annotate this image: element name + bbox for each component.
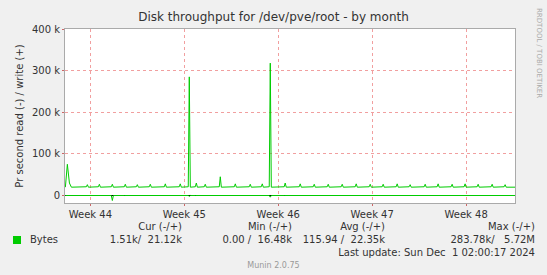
html-text:RRDTOOL / TOBI OETIKER: RRDTOOL / TOBI OETIKER — [535, 8, 543, 99]
html-text:Cur (-/+): Cur (-/+) — [138, 221, 182, 232]
svg-text:Pr second read (-) / write (+): Pr second read (-) / write (+) — [14, 44, 25, 187]
svg-text:100 k: 100 k — [32, 148, 60, 159]
html-text:Avg (-/+): Avg (-/+) — [340, 221, 385, 232]
svg-text:300 k: 300 k — [32, 65, 60, 76]
svg-text:Week 45: Week 45 — [163, 209, 206, 220]
html-text:Min (-/+): Min (-/+) — [247, 221, 292, 232]
svg-text:200 k: 200 k — [32, 107, 60, 118]
html-text:115.94 / 22.35k: 115.94 / 22.35k — [302, 234, 385, 245]
svg-text:0: 0 — [54, 190, 60, 201]
html-text:283.78k/ 5.72M: 283.78k/ 5.72M — [450, 234, 535, 245]
html-text:Munin 2.0.75: Munin 2.0.75 — [247, 261, 300, 270]
svg-text:Week 48: Week 48 — [444, 209, 487, 220]
html-text:Last update: Sun Dec 1 02:00:1: Last update: Sun Dec 1 02:00:17 2024 — [338, 247, 535, 258]
svg-text:Week 47: Week 47 — [351, 209, 394, 220]
svg-text:Disk throughput for /dev/pve/r: Disk throughput for /dev/pve/root - by m… — [138, 10, 409, 24]
svg-text:Week 44: Week 44 — [69, 209, 112, 220]
html-text:1.51k/ 21.12k: 1.51k/ 21.12k — [109, 234, 182, 245]
html-text:Max (-/+): Max (-/+) — [488, 221, 535, 232]
html-text:Bytes: Bytes — [30, 234, 59, 245]
html-text:0.00 / 16.48k: 0.00 / 16.48k — [222, 234, 292, 245]
svg-text:Week 46: Week 46 — [257, 209, 300, 220]
svg-text:400 k: 400 k — [32, 24, 60, 35]
